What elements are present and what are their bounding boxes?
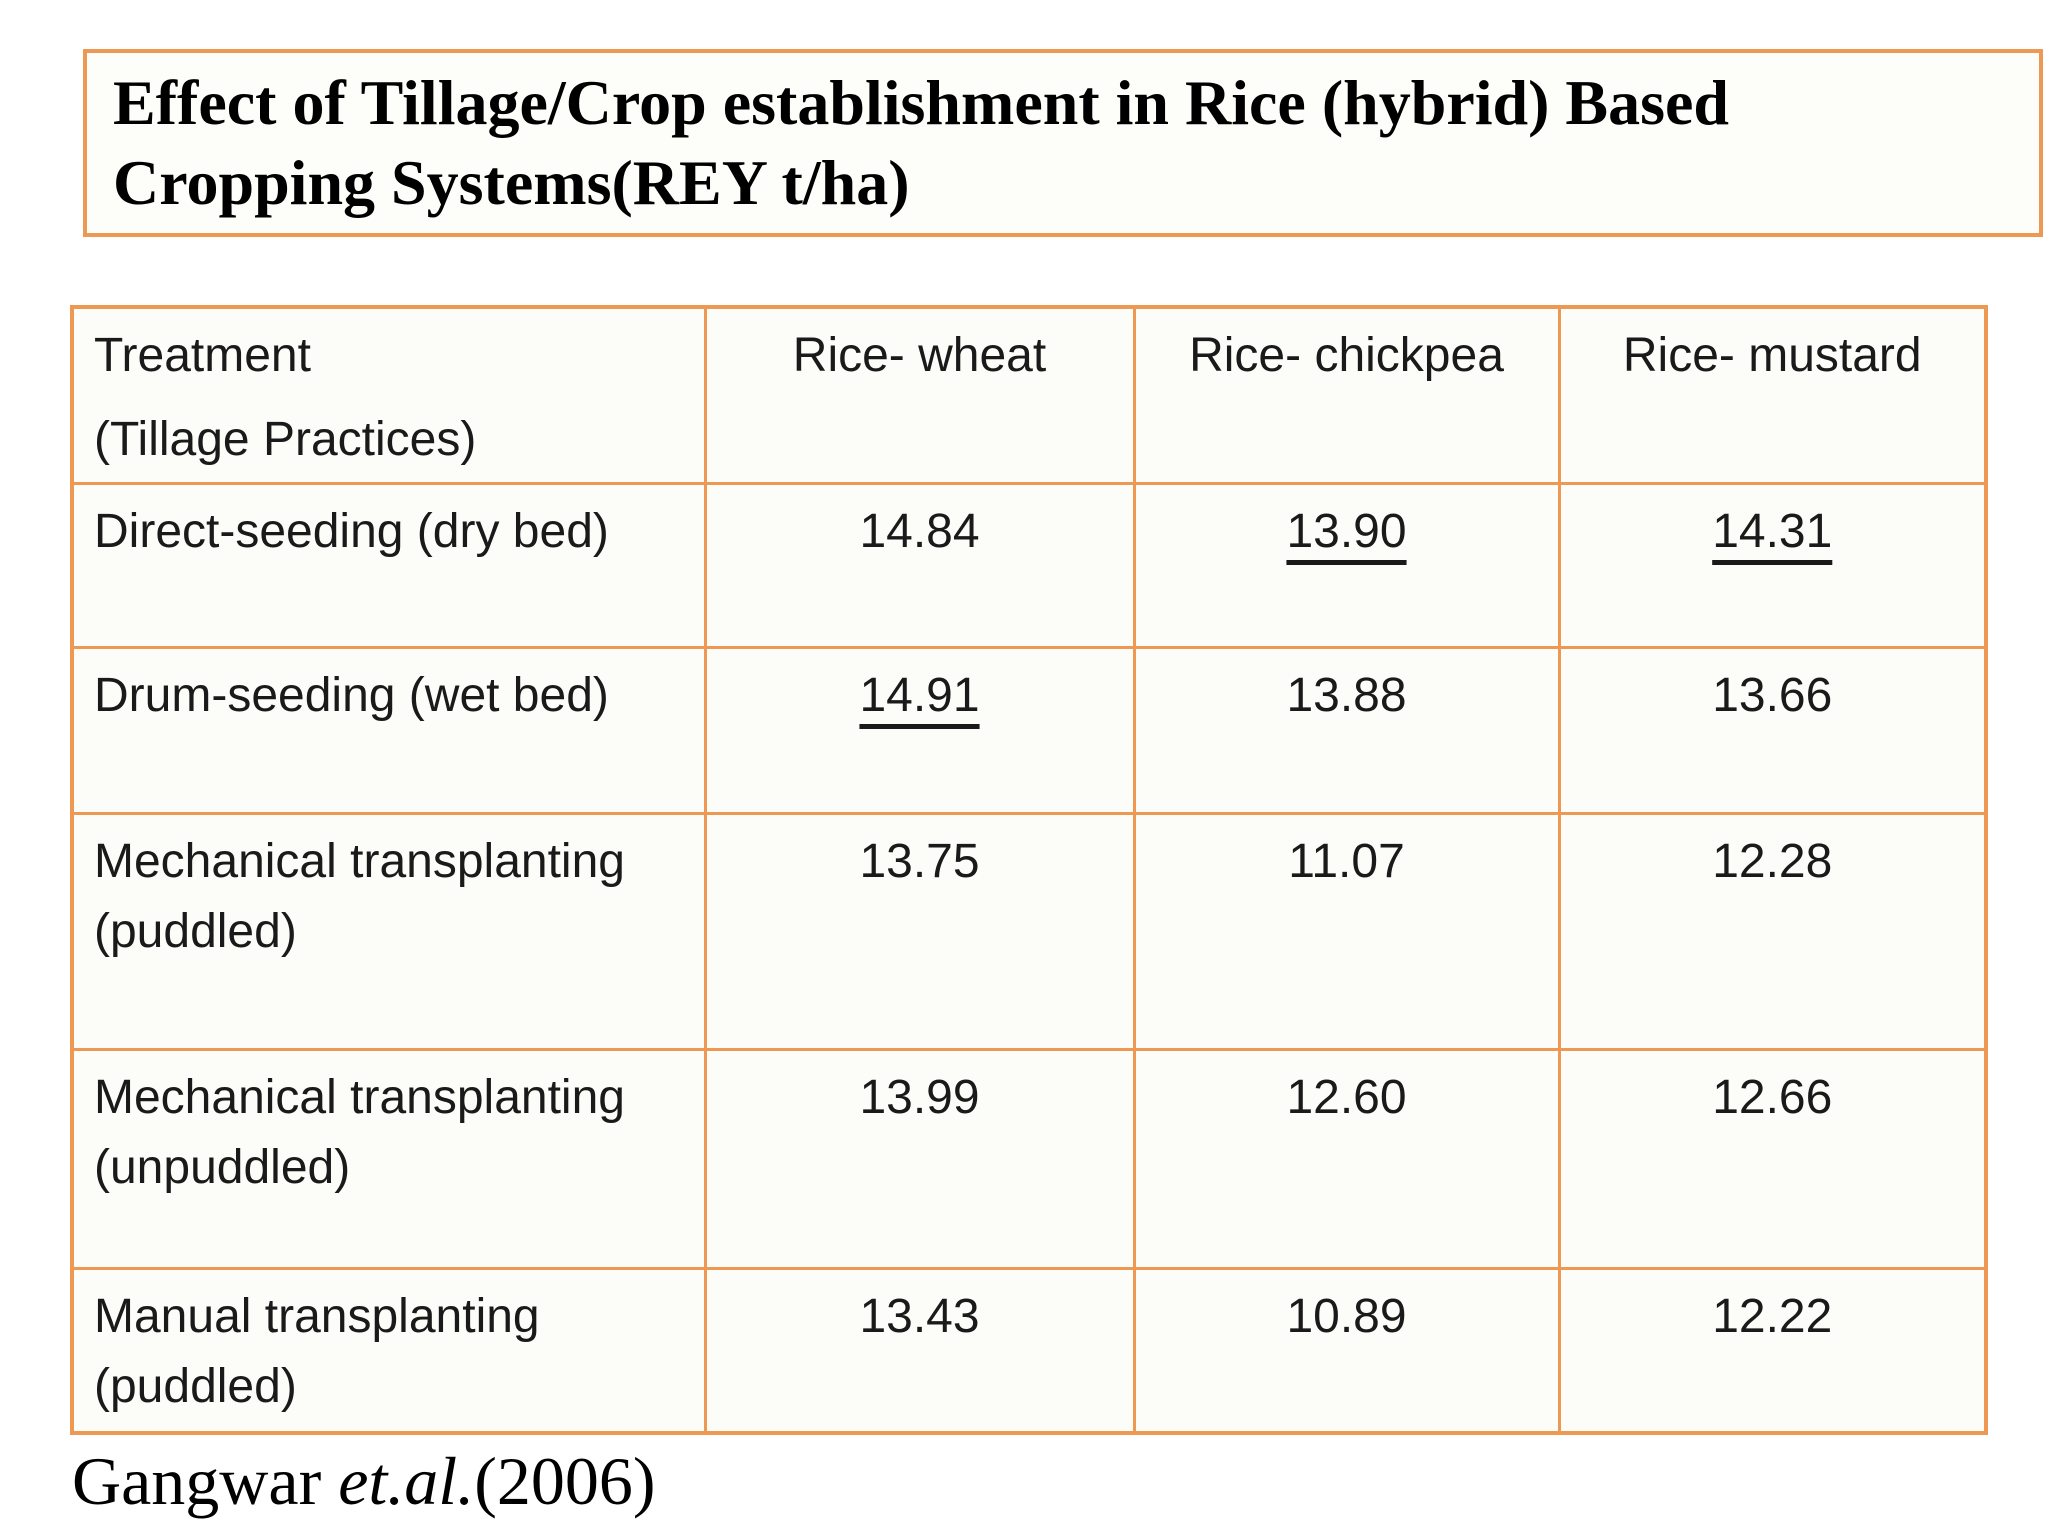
value-cell: 13.43 bbox=[703, 1267, 1136, 1435]
value-text: 13.99 bbox=[859, 1071, 980, 1125]
title-box: Effect of Tillage/Crop establishment in … bbox=[83, 49, 2043, 237]
table-row: Mechanical transplanting (puddled) 13.75… bbox=[70, 812, 1988, 1052]
value-cell: 14.91 bbox=[703, 646, 1136, 816]
table-row: Direct-seeding (dry bed) 14.84 13.90 14.… bbox=[70, 482, 1988, 650]
col-header-treatment: Treatment (Tillage Practices) bbox=[70, 305, 707, 486]
table-row: Mechanical transplanting (unpuddled) 13.… bbox=[70, 1048, 1988, 1271]
value-text: 10.89 bbox=[1286, 1290, 1407, 1344]
slide-title-line2: Cropping Systems(REY t/ha) bbox=[113, 147, 910, 218]
row-label-cell: Mechanical transplanting (puddled) bbox=[70, 812, 707, 1052]
value-text: 14.84 bbox=[859, 505, 980, 559]
citation-author: Gangwar bbox=[72, 1443, 339, 1519]
value-cell: 12.28 bbox=[1557, 812, 1988, 1052]
row-label-cell: Drum-seeding (wet bed) bbox=[70, 646, 707, 816]
value-cell: 13.99 bbox=[703, 1048, 1136, 1271]
value-text: 13.75 bbox=[859, 835, 980, 889]
value-text: 13.43 bbox=[859, 1290, 980, 1344]
slide-title-line1: Effect of Tillage/Crop establishment in … bbox=[113, 67, 1729, 138]
row-label-cell: Manual transplanting (puddled) bbox=[70, 1267, 707, 1435]
value-cell: 13.75 bbox=[703, 812, 1136, 1052]
col-header-rice-chickpea: Rice- chickpea bbox=[1132, 305, 1561, 486]
col-header-rice-mustard: Rice- mustard bbox=[1557, 305, 1988, 486]
value-cell: 12.60 bbox=[1132, 1048, 1561, 1271]
value-cell: 14.31 bbox=[1557, 482, 1988, 650]
value-text: 13.90 bbox=[1286, 505, 1407, 559]
citation: Gangwar et.al.(2006) bbox=[72, 1444, 656, 1519]
value-text: 13.66 bbox=[1712, 669, 1833, 723]
value-cell: 13.90 bbox=[1132, 482, 1561, 650]
table-row: Manual transplanting (puddled) 13.43 10.… bbox=[70, 1267, 1988, 1435]
row-label-cell: Mechanical transplanting (unpuddled) bbox=[70, 1048, 707, 1271]
value-text: 13.88 bbox=[1286, 669, 1407, 723]
treatment-results-table: Treatment (Tillage Practices) Rice- whea… bbox=[70, 305, 1988, 1435]
value-text: 12.22 bbox=[1712, 1290, 1833, 1344]
value-cell: 13.66 bbox=[1557, 646, 1988, 816]
value-text: 14.91 bbox=[859, 669, 980, 723]
col-header-treatment-line1: Treatment bbox=[94, 329, 311, 382]
value-cell: 11.07 bbox=[1132, 812, 1561, 1052]
value-cell: 13.88 bbox=[1132, 646, 1561, 816]
citation-etal: et.al. bbox=[338, 1443, 475, 1519]
value-cell: 14.84 bbox=[703, 482, 1136, 650]
value-cell: 12.22 bbox=[1557, 1267, 1988, 1435]
value-text: 12.60 bbox=[1286, 1071, 1407, 1125]
citation-year: (2006) bbox=[474, 1443, 656, 1519]
table-row: Drum-seeding (wet bed) 14.91 13.88 13.66 bbox=[70, 646, 1988, 816]
value-cell: 12.66 bbox=[1557, 1048, 1988, 1271]
value-cell: 10.89 bbox=[1132, 1267, 1561, 1435]
value-text: 11.07 bbox=[1288, 835, 1405, 889]
table-header-row: Treatment (Tillage Practices) Rice- whea… bbox=[70, 305, 1988, 486]
value-text: 14.31 bbox=[1712, 505, 1833, 559]
col-header-treatment-line2: (Tillage Practices) bbox=[94, 412, 477, 466]
value-text: 12.28 bbox=[1712, 835, 1833, 889]
row-label-cell: Direct-seeding (dry bed) bbox=[70, 482, 707, 650]
col-header-rice-wheat: Rice- wheat bbox=[703, 305, 1136, 486]
value-text: 12.66 bbox=[1712, 1071, 1833, 1125]
